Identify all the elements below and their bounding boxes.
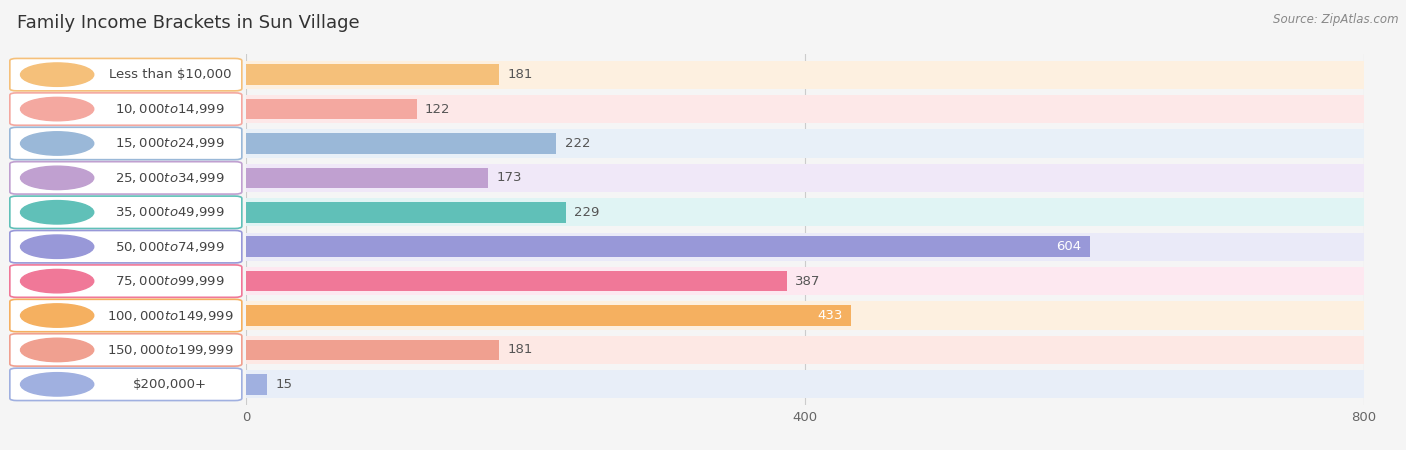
Text: 15: 15 [276,378,292,391]
Text: 229: 229 [575,206,600,219]
Bar [246,61,1364,89]
Text: $50,000 to $74,999: $50,000 to $74,999 [115,240,225,254]
Bar [246,271,787,292]
Text: 222: 222 [565,137,591,150]
Text: $200,000+: $200,000+ [132,378,207,391]
Text: Source: ZipAtlas.com: Source: ZipAtlas.com [1274,14,1399,27]
Bar [246,374,267,395]
Text: 181: 181 [508,68,533,81]
Text: 604: 604 [1056,240,1081,253]
Bar [246,99,416,119]
Bar [246,95,1364,123]
Bar [246,236,1090,257]
Bar [246,164,1364,192]
Bar [246,370,1364,398]
Bar [246,133,557,154]
Bar [246,202,567,223]
Text: Less than $10,000: Less than $10,000 [108,68,231,81]
Text: 387: 387 [796,274,821,288]
Bar [246,336,1364,364]
Bar [246,167,488,188]
Text: 433: 433 [817,309,842,322]
Text: $100,000 to $149,999: $100,000 to $149,999 [107,309,233,323]
Text: $75,000 to $99,999: $75,000 to $99,999 [115,274,225,288]
Text: $25,000 to $34,999: $25,000 to $34,999 [115,171,225,185]
Text: $15,000 to $24,999: $15,000 to $24,999 [115,136,225,150]
Bar [246,233,1364,261]
Text: 173: 173 [496,171,522,184]
Bar [246,129,1364,157]
Bar [246,340,499,360]
Bar [246,64,499,85]
Text: $35,000 to $49,999: $35,000 to $49,999 [115,205,225,219]
Bar [246,305,851,326]
Text: $150,000 to $199,999: $150,000 to $199,999 [107,343,233,357]
Text: 122: 122 [425,103,450,116]
Bar [246,267,1364,295]
Bar [246,198,1364,226]
Bar [246,302,1364,330]
Text: $10,000 to $14,999: $10,000 to $14,999 [115,102,225,116]
Text: Family Income Brackets in Sun Village: Family Income Brackets in Sun Village [17,14,360,32]
Text: 181: 181 [508,343,533,356]
